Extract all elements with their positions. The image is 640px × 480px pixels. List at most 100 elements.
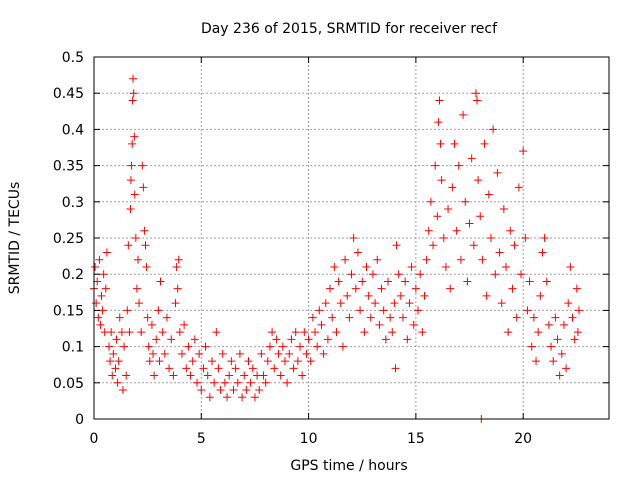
data-point bbox=[193, 378, 201, 387]
data-point bbox=[396, 291, 405, 300]
data-point bbox=[399, 313, 407, 322]
data-point bbox=[429, 241, 438, 250]
data-point bbox=[433, 212, 442, 221]
data-point bbox=[523, 306, 532, 315]
data-point bbox=[562, 364, 571, 373]
data-point bbox=[190, 335, 199, 344]
data-point bbox=[469, 241, 478, 250]
x-tick-label: 10 bbox=[300, 431, 318, 447]
data-point bbox=[246, 378, 255, 387]
data-point bbox=[300, 328, 309, 337]
data-point bbox=[437, 176, 446, 185]
data-point bbox=[435, 96, 444, 105]
x-tick-label: 5 bbox=[197, 431, 206, 447]
data-point bbox=[165, 364, 174, 373]
data-point bbox=[268, 328, 277, 337]
data-point bbox=[199, 364, 208, 373]
data-point bbox=[323, 335, 332, 344]
data-point bbox=[173, 284, 182, 293]
data-point bbox=[544, 320, 553, 329]
data-point bbox=[559, 320, 568, 329]
data-point bbox=[476, 212, 485, 221]
data-points bbox=[90, 74, 583, 423]
data-point bbox=[287, 335, 296, 344]
data-point bbox=[308, 313, 317, 322]
data-point bbox=[212, 328, 221, 337]
data-point bbox=[125, 328, 134, 337]
data-point bbox=[326, 284, 335, 293]
data-point bbox=[547, 342, 556, 351]
data-point bbox=[244, 357, 253, 366]
y-tick-label: 0 bbox=[75, 412, 84, 428]
data-point bbox=[555, 371, 564, 380]
data-point bbox=[536, 291, 545, 300]
data-point bbox=[143, 313, 152, 322]
data-point bbox=[521, 234, 530, 242]
data-point bbox=[411, 284, 420, 293]
y-tick-label: 0.35 bbox=[53, 159, 84, 175]
data-point bbox=[242, 386, 251, 395]
data-point bbox=[160, 349, 169, 358]
data-point bbox=[418, 328, 427, 337]
data-point bbox=[280, 357, 289, 366]
data-point bbox=[465, 219, 474, 228]
data-point bbox=[360, 328, 369, 337]
data-point bbox=[434, 118, 443, 127]
data-point bbox=[106, 357, 115, 366]
data-point bbox=[478, 255, 487, 264]
data-point bbox=[274, 349, 283, 358]
data-point bbox=[220, 378, 229, 387]
data-point bbox=[416, 270, 425, 279]
data-point bbox=[135, 299, 144, 308]
x-tick-label: 0 bbox=[90, 431, 99, 447]
data-point bbox=[257, 349, 266, 358]
data-point bbox=[499, 205, 508, 214]
data-point bbox=[405, 299, 414, 308]
data-point bbox=[259, 371, 268, 380]
data-point bbox=[306, 357, 315, 366]
data-point bbox=[574, 306, 583, 315]
data-point bbox=[463, 277, 472, 286]
data-point bbox=[538, 248, 547, 257]
data-point bbox=[283, 378, 292, 387]
data-point bbox=[373, 255, 382, 264]
data-point bbox=[446, 284, 455, 293]
data-point bbox=[452, 226, 461, 235]
data-point bbox=[120, 342, 129, 351]
data-point bbox=[233, 378, 242, 387]
data-point bbox=[144, 342, 153, 351]
data-point bbox=[227, 357, 236, 366]
data-point bbox=[296, 342, 304, 351]
data-point bbox=[390, 299, 399, 308]
data-point bbox=[436, 139, 445, 148]
data-point bbox=[401, 277, 410, 286]
data-point bbox=[167, 335, 176, 344]
data-point bbox=[489, 125, 498, 134]
data-point bbox=[172, 262, 181, 271]
data-point bbox=[444, 205, 453, 214]
y-tick-label: 0.25 bbox=[53, 231, 84, 247]
data-point bbox=[347, 270, 356, 279]
data-point bbox=[291, 328, 300, 337]
data-point bbox=[549, 357, 558, 366]
data-point bbox=[102, 248, 111, 257]
data-point bbox=[114, 357, 123, 366]
data-point bbox=[517, 270, 526, 279]
data-point bbox=[414, 306, 423, 315]
data-point bbox=[388, 328, 397, 337]
data-point bbox=[534, 328, 543, 337]
data-point bbox=[137, 328, 146, 337]
data-point bbox=[525, 277, 534, 286]
data-point bbox=[510, 241, 519, 250]
data-point bbox=[154, 306, 163, 315]
data-point bbox=[321, 299, 330, 308]
data-point bbox=[285, 349, 294, 358]
data-point bbox=[111, 364, 120, 373]
data-point bbox=[96, 320, 105, 329]
x-tick-label: 15 bbox=[407, 431, 425, 447]
data-point bbox=[570, 335, 579, 344]
data-point bbox=[214, 364, 223, 373]
y-tick-label: 0.15 bbox=[53, 303, 84, 319]
data-point bbox=[129, 74, 138, 83]
data-point bbox=[407, 262, 416, 271]
